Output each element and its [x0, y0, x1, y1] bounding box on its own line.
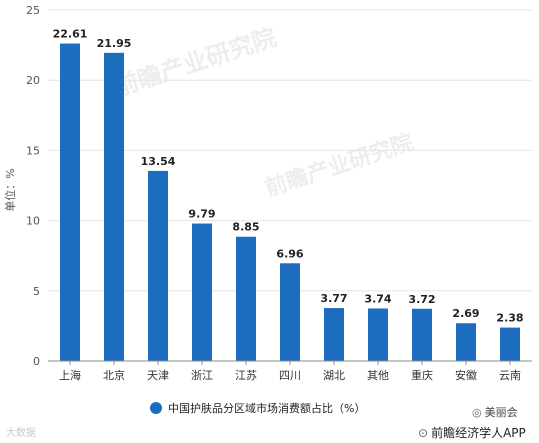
bar-value-label: 3.74 [364, 292, 391, 305]
bars [60, 43, 520, 362]
magnifier-icon: ⊙ [418, 426, 429, 440]
bar-value-label: 9.79 [188, 208, 215, 221]
legend: 中国护肤品分区域市场消费额占比（%） [150, 401, 365, 415]
watermark-text: 前瞻产业研究院 [262, 129, 417, 201]
y-tick-label: 10 [26, 215, 40, 228]
bar-value-label: 8.85 [232, 221, 259, 234]
x-tick-label: 江苏 [235, 369, 257, 382]
bar [280, 263, 300, 361]
bar [192, 223, 212, 361]
bar [104, 52, 124, 362]
x-tick-label: 其他 [367, 369, 389, 382]
x-tick-label: 湖北 [323, 369, 345, 382]
x-tick-label: 云南 [499, 369, 521, 382]
x-tick-label: 天津 [147, 369, 169, 382]
bar [236, 236, 256, 361]
bar-value-labels: 22.61 21.95 13.54 9.79 8.85 6.96 3.77 3.74 3.72 2… [53, 28, 524, 325]
x-tick-label: 四川 [279, 369, 301, 382]
y-tick-label: 20 [26, 74, 40, 87]
x-tick-label: 北京 [103, 368, 125, 382]
wechat-source: ◎ 美丽会 [472, 404, 518, 420]
legend-marker [150, 402, 162, 414]
wechat-account: 美丽会 [484, 406, 518, 419]
bar [324, 308, 344, 361]
bar [368, 308, 388, 361]
bar [60, 43, 80, 361]
bar [456, 323, 476, 361]
bar [500, 327, 520, 361]
app-name: 前瞻经济学人APP [431, 426, 526, 440]
bar-value-label: 13.54 [141, 155, 176, 168]
x-tick-label: 浙江 [191, 369, 213, 382]
y-tick-label: 15 [26, 144, 40, 157]
x-tick-label: 上海 [59, 368, 81, 382]
bar-value-label: 6.96 [276, 247, 303, 260]
bar-value-label: 21.95 [97, 37, 132, 50]
watermark-text: 前瞻产业研究院 [111, 23, 279, 102]
bar [148, 170, 168, 361]
bar-value-label: 22.61 [53, 28, 88, 41]
x-tick-label: 重庆 [411, 368, 433, 382]
legend-label: 中国护肤品分区域市场消费额占比（%） [168, 401, 365, 415]
app-source: ⊙ 前瞻经济学人APP [418, 424, 526, 441]
bar-value-label: 2.38 [496, 312, 523, 325]
y-tick-label: 5 [33, 285, 40, 298]
bar-value-label: 2.69 [452, 307, 479, 320]
y-axis-label: 单位：% [3, 168, 17, 211]
x-tick-label: 安徽 [455, 368, 477, 382]
brand-watermark: 大数据 [6, 424, 36, 439]
bar-value-label: 3.77 [320, 292, 347, 305]
x-axis-ticks: 上海 北京 天津 浙江 江苏 四川 湖北 其他 重庆 安徽 云南 [59, 361, 521, 382]
brand-watermark-text: 大数据 [6, 428, 36, 439]
wechat-icon: ◎ [472, 406, 482, 419]
y-tick-label: 0 [33, 355, 40, 368]
bar-value-label: 3.72 [408, 293, 435, 306]
y-axis-ticks: 0 5 10 15 20 25 [26, 4, 40, 368]
bar [412, 308, 432, 361]
y-tick-label: 25 [26, 4, 40, 17]
